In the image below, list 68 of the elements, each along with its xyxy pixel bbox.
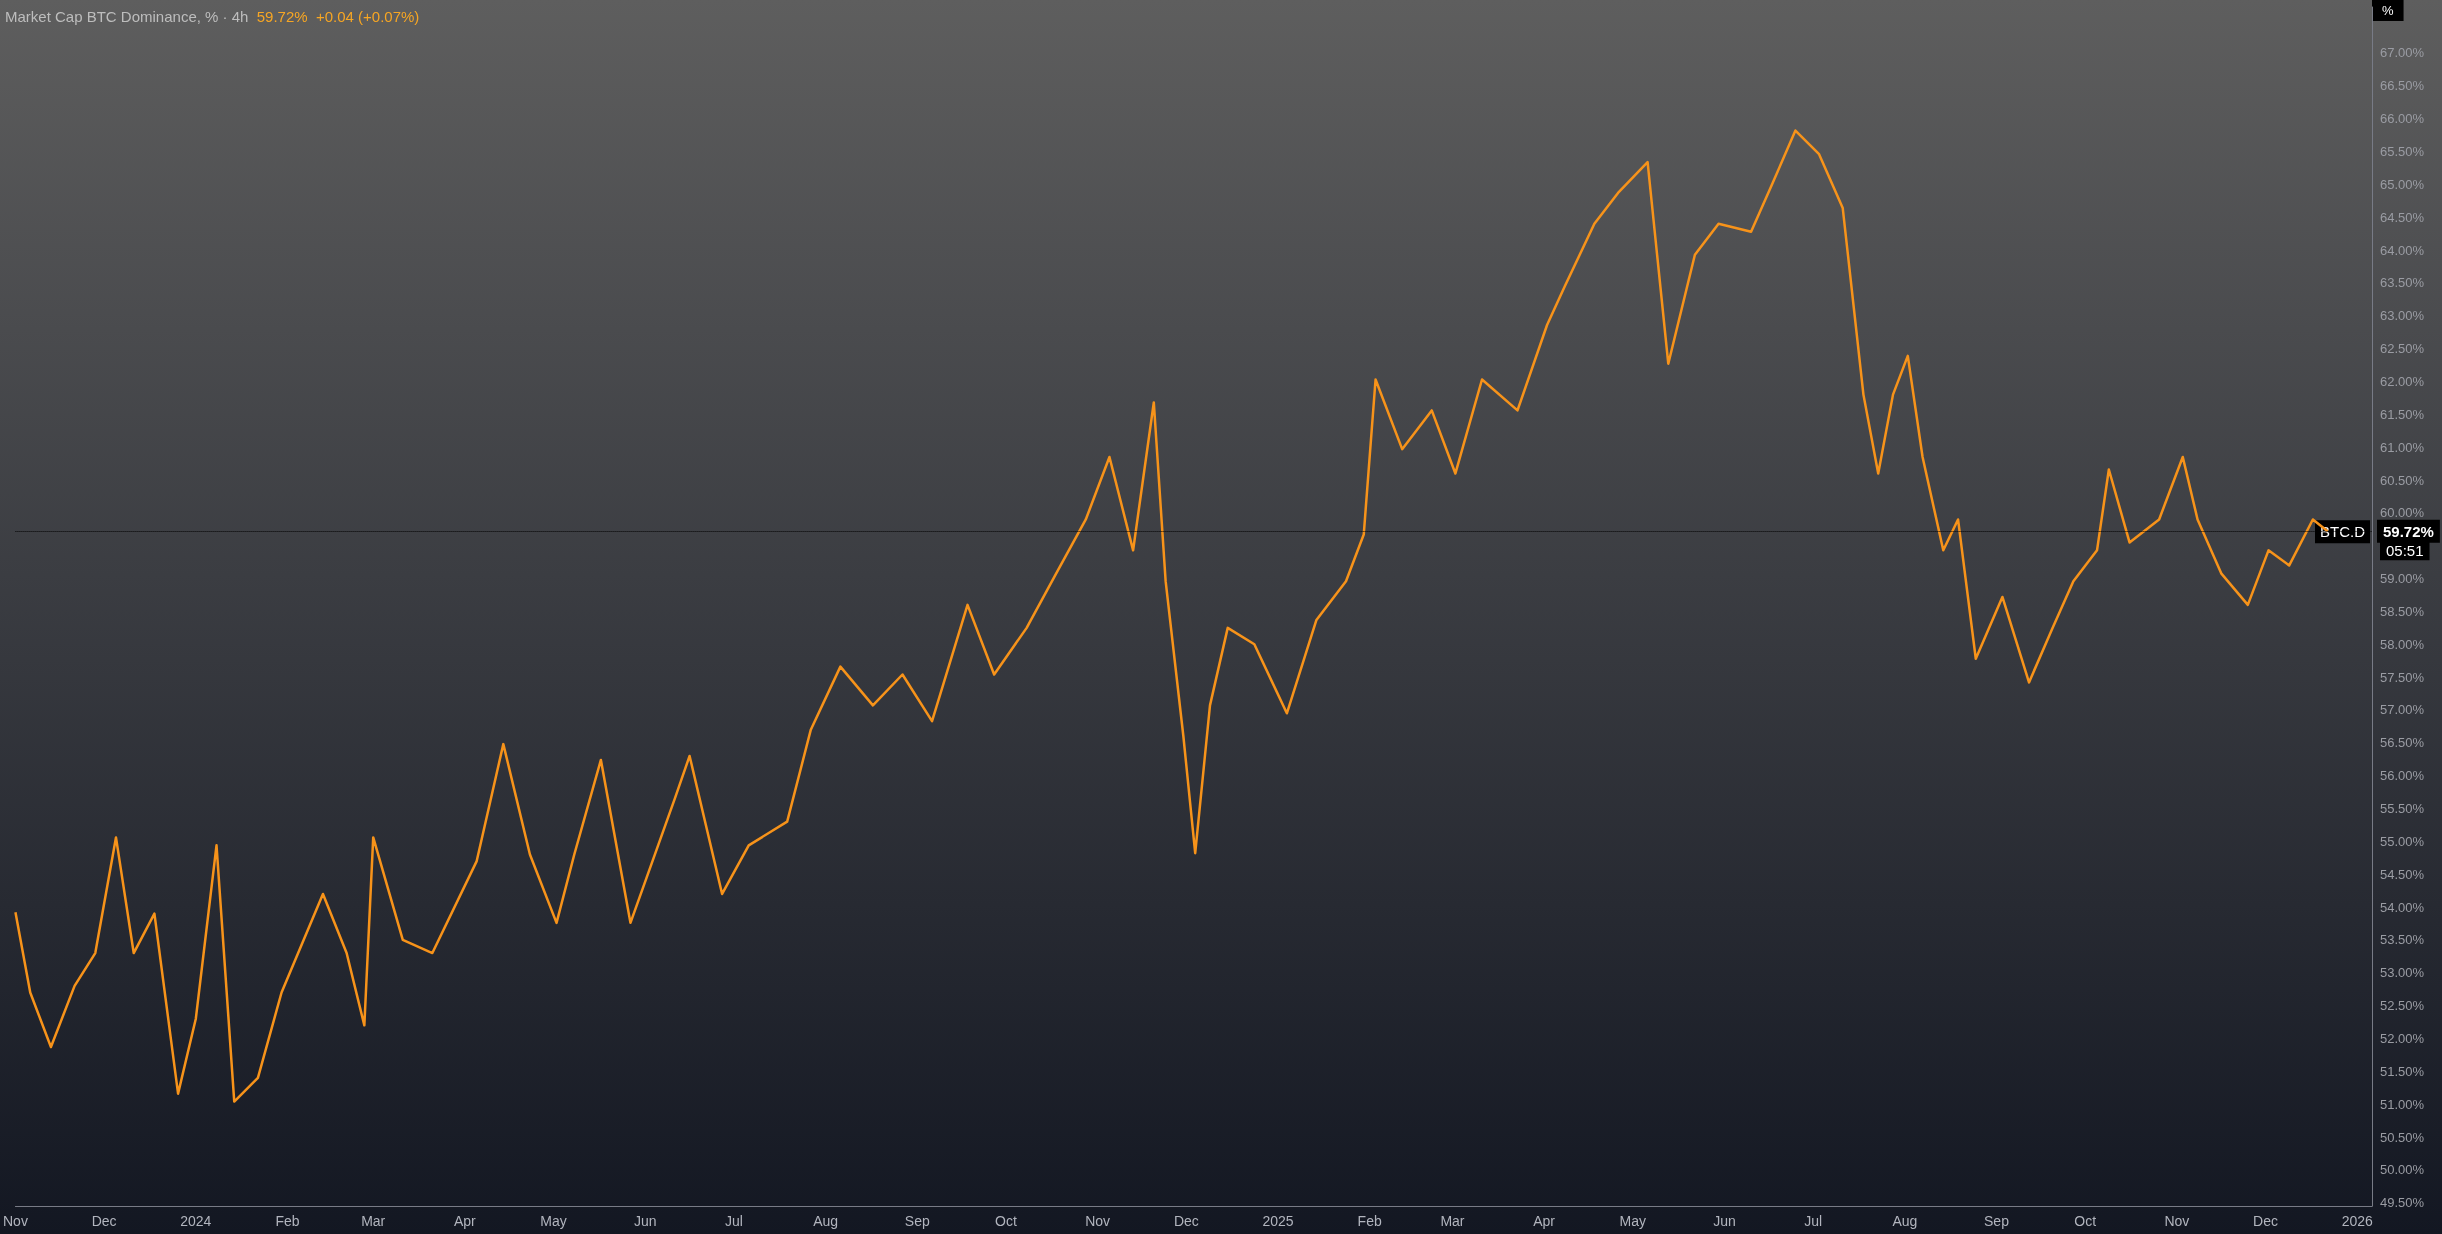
x-tick-label: May (1619, 1213, 1647, 1229)
y-tick-label: 64.50% (2380, 209, 2425, 225)
y-tick-label: 66.00% (2380, 111, 2425, 127)
x-tick-label: Apr (453, 1213, 477, 1229)
y-tick-label: 67.00% (2380, 45, 2425, 61)
y-tick-label: 58.50% (2380, 603, 2425, 619)
x-tick-label: Dec (91, 1213, 117, 1229)
y-tick-label: 63.00% (2380, 308, 2425, 324)
y-tick-label: 51.00% (2380, 1096, 2425, 1112)
x-tick-label: Apr (1533, 1213, 1556, 1229)
x-tick-label: Jul (1804, 1213, 1823, 1229)
x-tick-label: Oct (2074, 1213, 2097, 1229)
y-tick-label: 54.50% (2380, 866, 2425, 882)
y-tick-label: 49.50% (2380, 1195, 2425, 1211)
y-tick-label: 61.50% (2380, 406, 2425, 422)
y-tick-label: 54.00% (2380, 899, 2425, 915)
y-tick-label: 60.50% (2380, 472, 2425, 488)
chart-title: Market Cap BTC Dominance, % · 4h (5, 8, 257, 25)
x-tick-label: Feb (275, 1213, 300, 1229)
x-tick-label: Nov (1085, 1213, 1111, 1229)
x-tick-label: Nov (2164, 1213, 2190, 1229)
x-tick-label: May (540, 1213, 567, 1229)
x-tick-label: Aug (813, 1213, 839, 1229)
annotation: BTC.D (2320, 523, 2366, 541)
y-tick-label: 59.00% (2380, 571, 2425, 587)
y-tick-label: 58.00% (2380, 636, 2425, 652)
y-tick-label: 50.00% (2380, 1162, 2425, 1178)
x-tick-label: Sep (1984, 1213, 2010, 1229)
x-tick-label: 2026 (2341, 1213, 2373, 1229)
annotation: 59.72% +0.04 (+0.07%) (256, 8, 420, 25)
y-tick-label: 56.00% (2380, 768, 2425, 784)
x-tick-label: Dec (1173, 1213, 1199, 1229)
y-tick-label: 57.50% (2380, 669, 2425, 685)
y-tick-label: 53.50% (2380, 932, 2425, 948)
x-tick-label: 2025 (1262, 1213, 1294, 1229)
y-tick-label: 55.50% (2380, 801, 2425, 817)
y-tick-label: 63.50% (2380, 275, 2425, 291)
y-tick-label: 65.00% (2380, 176, 2425, 192)
x-tick-label: Mar (1440, 1213, 1465, 1229)
x-tick-label: Jul (724, 1213, 743, 1229)
y-tick-label: 53.00% (2380, 965, 2425, 981)
y-tick-label: 51.50% (2380, 1063, 2425, 1079)
y-tick-label: 62.50% (2380, 341, 2425, 357)
x-tick-label: Dec (2253, 1213, 2279, 1229)
text: 05:51 (2386, 542, 2424, 560)
y-tick-label: 64.00% (2380, 242, 2425, 258)
x-tick-label: Jun (633, 1213, 657, 1229)
y-axis-title: % (2382, 3, 2394, 18)
y-tick-label: 62.00% (2380, 373, 2425, 389)
y-tick-label: 56.50% (2380, 735, 2425, 751)
x-tick-label: Jun (1713, 1213, 1736, 1229)
x-tick-label: 2024 (180, 1213, 212, 1229)
x-tick-label: Oct (995, 1213, 1017, 1229)
y-tick-label: 52.50% (2380, 998, 2425, 1014)
x-tick-label: Feb (1357, 1213, 1382, 1229)
y-tick-label: 65.50% (2380, 144, 2425, 160)
y-tick-label: 61.00% (2380, 439, 2425, 455)
y-tick-label: 60.00% (2380, 505, 2425, 521)
x-tick-label: Sep (904, 1213, 930, 1229)
y-tick-label: 52.00% (2380, 1030, 2425, 1046)
y-tick-label: 57.00% (2380, 702, 2425, 718)
ref-line-label: 59.72% (2383, 522, 2434, 540)
x-tick-label: Mar (361, 1213, 386, 1229)
y-tick-label: 66.50% (2380, 78, 2425, 94)
x-tick-label: Nov (3, 1213, 28, 1229)
x-tick-label: Aug (1892, 1213, 1918, 1229)
y-tick-label: 55.00% (2380, 833, 2425, 849)
y-tick-label: 50.50% (2380, 1129, 2425, 1145)
